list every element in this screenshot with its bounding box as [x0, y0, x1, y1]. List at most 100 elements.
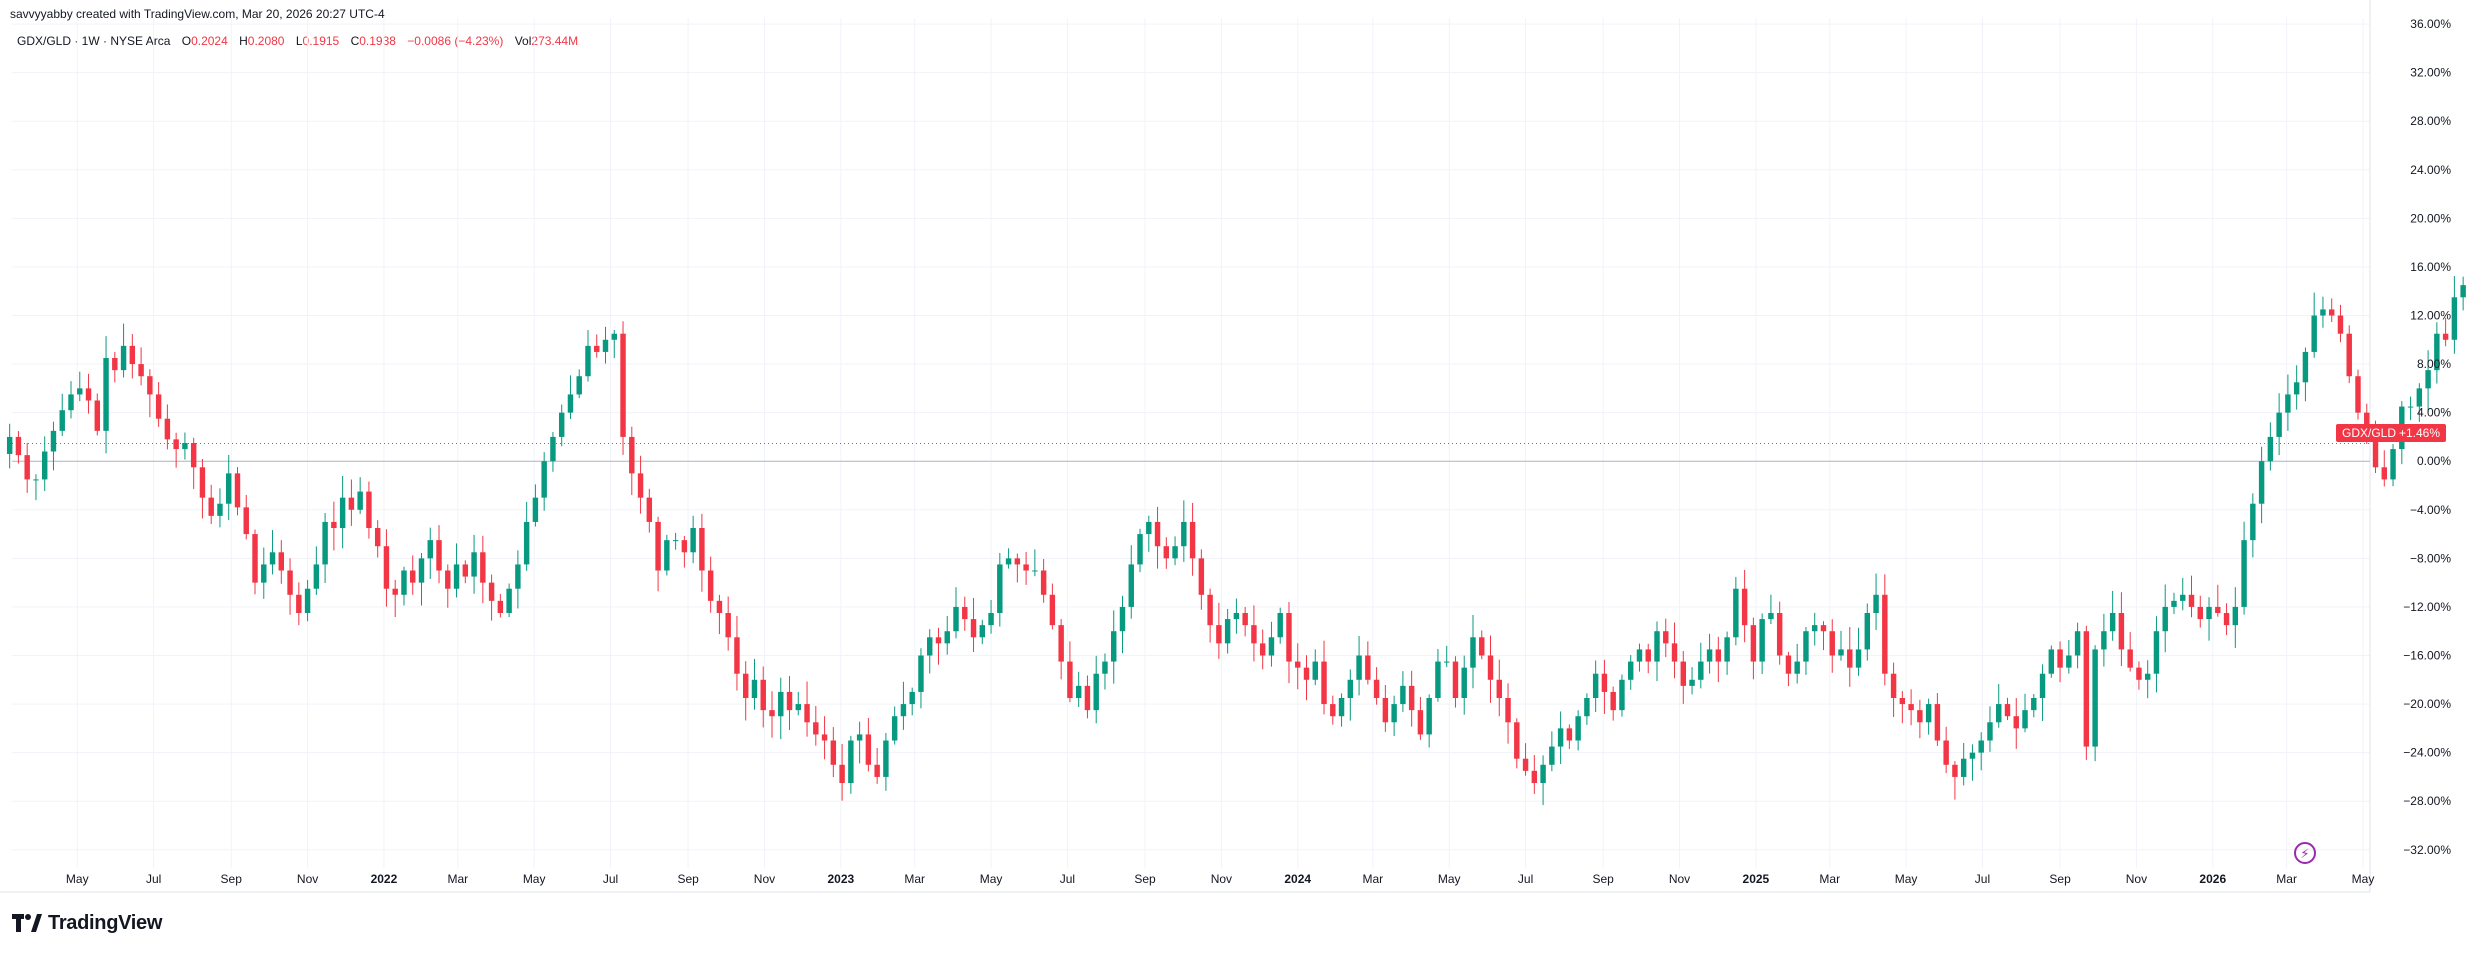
candle [567, 375, 574, 419]
candle [1592, 660, 1599, 712]
candle-body [2039, 673, 2046, 698]
candle [1864, 603, 1871, 661]
candle-body [1058, 625, 1064, 662]
price-axis[interactable]: 36.00% 32.00% 28.00% 24.00% 20.00% 16.00% 12.0… [2403, 17, 2451, 857]
candle-body [1750, 625, 1757, 662]
candle [2162, 584, 2168, 653]
candle [1873, 573, 1879, 631]
candle [672, 532, 679, 550]
candle [786, 675, 793, 730]
candle [366, 481, 372, 539]
candle [418, 552, 425, 606]
candle [1496, 659, 1502, 717]
candle [585, 330, 591, 382]
candle [2267, 422, 2274, 471]
candle [883, 732, 889, 791]
candle [2004, 697, 2011, 721]
candle [471, 534, 477, 594]
candle-body [1952, 764, 1958, 777]
x-tick-label: May [2352, 872, 2375, 886]
candle-body [927, 637, 933, 656]
candle [2171, 592, 2177, 614]
y-tick-label: −20.00% [2403, 697, 2451, 711]
candle-body [339, 497, 346, 528]
candle [33, 474, 39, 501]
candle [1259, 629, 1266, 670]
y-tick-label: −28.00% [2403, 794, 2451, 808]
flash-icon[interactable]: ⚡ [2294, 842, 2316, 864]
candle [120, 323, 127, 378]
candle [1154, 506, 1161, 569]
candle [2048, 645, 2055, 678]
candle-body [2407, 406, 2414, 408]
tradingview-logo[interactable]: TradingView [12, 910, 162, 936]
candle-body [296, 594, 302, 613]
candle [769, 691, 775, 738]
low-label: L [295, 34, 303, 48]
candle-body [1181, 521, 1187, 547]
candle [453, 543, 460, 598]
candle-body [550, 436, 556, 462]
candle-body [909, 691, 915, 705]
candle [979, 619, 986, 645]
candle-body [2031, 698, 2037, 711]
candle-body [655, 521, 661, 571]
y-tick-label: 20.00% [2410, 211, 2451, 225]
candle-body [1461, 667, 1467, 698]
candle [1435, 649, 1441, 702]
candle [1242, 606, 1248, 637]
x-tick-label: Mar [447, 872, 468, 886]
candle [1487, 635, 1494, 703]
time-axis[interactable]: May Jul Sep Nov 2022 Mar May Jul Sep Nov 2023 Mar Ma… [66, 872, 2374, 886]
candle-body [217, 503, 223, 516]
candle-body [2425, 370, 2431, 389]
candle [1128, 545, 1134, 619]
candle-body [1855, 649, 1862, 668]
x-tick-label: Jul [1518, 872, 1533, 886]
candle-body [672, 540, 679, 542]
candle [2206, 597, 2212, 641]
candle-body [1408, 685, 1415, 711]
x-tick-label: Mar [2276, 872, 2297, 886]
candle-body [1330, 704, 1336, 717]
candle-body [453, 564, 460, 589]
volume-label: Vol [514, 34, 532, 48]
candle-body [2328, 309, 2335, 316]
candle-body [1943, 740, 1949, 765]
candle [2223, 603, 2230, 635]
x-tick-label: May [980, 872, 1003, 886]
candle [1698, 642, 1704, 689]
candle-body [839, 764, 845, 783]
ohlc-legend: GDX/GLD · 1W · NYSE Arca O0.2024 H0.2080… [17, 34, 578, 48]
candle-body [515, 564, 521, 589]
candle-body [1627, 661, 1634, 680]
candle-body [1067, 661, 1073, 698]
candle [1645, 643, 1651, 674]
candle-body [1741, 588, 1748, 626]
candle-body [2434, 333, 2440, 371]
candle [2031, 694, 2037, 718]
candle [1601, 659, 1608, 714]
candle [1838, 630, 1844, 661]
x-tick-label: Mar [1819, 872, 1840, 886]
candle [1189, 502, 1196, 576]
candle-body [1259, 643, 1266, 656]
candle [506, 583, 512, 618]
candle-body [1443, 661, 1450, 663]
y-tick-label: 36.00% [2410, 17, 2451, 31]
candle [813, 705, 819, 746]
candle [1549, 731, 1555, 772]
candle-body [1452, 661, 1459, 698]
candle [2434, 322, 2440, 384]
candle [1820, 621, 1827, 651]
candle [2127, 632, 2133, 672]
candle-body [2250, 503, 2256, 541]
candle [1978, 732, 1984, 771]
candle [550, 432, 556, 472]
symbol-label[interactable]: GDX/GLD · 1W · NYSE Arca [17, 34, 171, 48]
candle-body [15, 436, 22, 456]
candle [1952, 761, 1958, 800]
candle-body [1023, 564, 1029, 571]
candle-body [1908, 704, 1914, 711]
